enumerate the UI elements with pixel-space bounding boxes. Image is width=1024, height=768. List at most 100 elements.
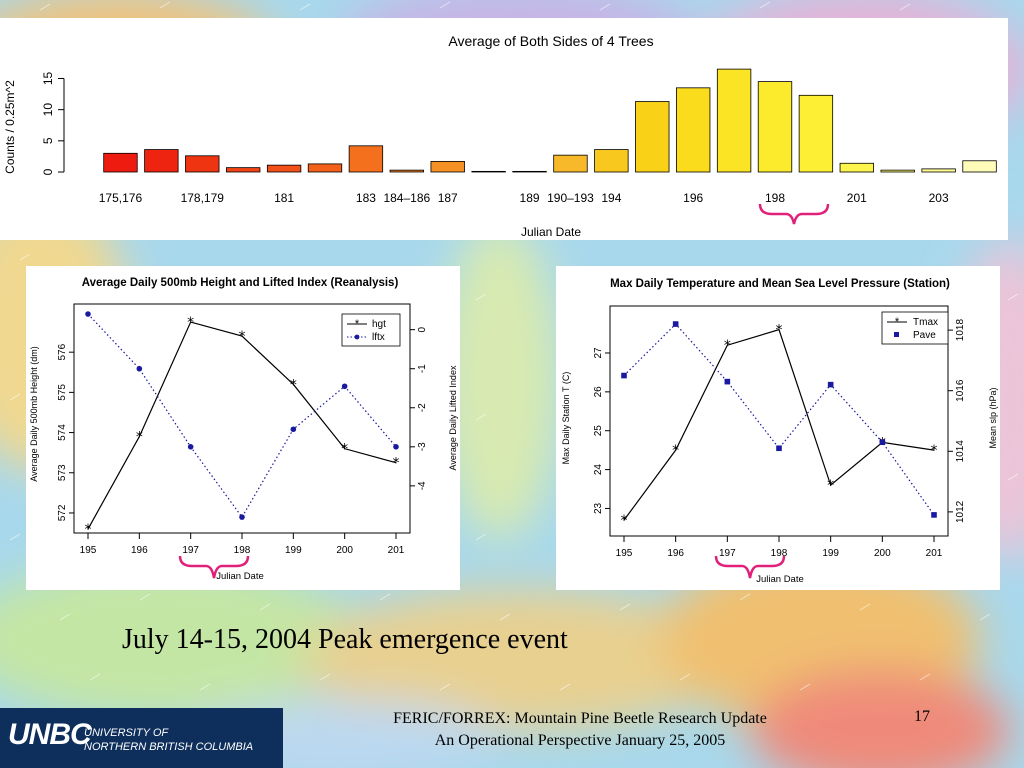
point-Tmax: * <box>672 443 679 459</box>
bar-189 <box>512 170 547 173</box>
point-Pave <box>621 372 627 379</box>
logo-line-1: UNIVERSITY OF <box>84 727 169 739</box>
point-Tmax: * <box>621 513 628 529</box>
point-Tmax: * <box>827 478 834 494</box>
footer-line-1: FERIC/FORREX: Mountain Pine Beetle Resea… <box>393 710 767 727</box>
y2-tick-label: 1012 <box>955 500 966 523</box>
y-axis-label: Average Daily 500mb Height (dm) <box>29 346 39 481</box>
y2-axis-label: Average Daily Lifted Index <box>448 365 458 470</box>
point-lftx <box>239 514 245 520</box>
bar-201 <box>839 162 874 173</box>
x-axis-label: Julian Date <box>216 571 264 582</box>
x-tick-label: 199 <box>285 545 302 556</box>
legend: * hgt lftx <box>341 313 401 347</box>
point-lftx <box>187 444 194 450</box>
legend-label-tmax: Tmax <box>913 317 938 328</box>
y2-tick-label: 1016 <box>955 379 966 402</box>
x-tick-label: 198 <box>765 191 785 205</box>
svg-text:*: * <box>355 318 360 330</box>
point-hgt: * <box>136 430 143 446</box>
y2-tick-label: 0 <box>417 326 428 332</box>
y2-axis-label: Mean slp (hPa) <box>988 387 998 448</box>
bar-181 <box>266 164 302 173</box>
highlight-bracket <box>714 555 786 579</box>
x-tick-label: 196 <box>667 548 684 559</box>
point-Pave <box>672 321 679 327</box>
bar-183 <box>348 145 384 173</box>
point-hgt: * <box>239 329 246 345</box>
series-line-Pave <box>623 323 935 516</box>
point-Pave <box>776 445 782 452</box>
bar-202 <box>880 169 915 173</box>
x-tick-label: 190–193 <box>547 191 594 205</box>
point-hgt: * <box>85 522 92 538</box>
bar-180 <box>226 167 261 173</box>
x-tick-label: 189 <box>520 191 540 205</box>
y2-tick-label: -3 <box>417 442 428 451</box>
temperature-pressure-chart-panel: Max Daily Temperature and Mean Sea Level… <box>556 266 1000 590</box>
logo-line-2: NORTHERN BRITISH COLUMBIA <box>84 741 254 753</box>
y2-tick-label: 1018 <box>955 319 966 342</box>
bar-182 <box>307 163 343 173</box>
x-tick-label: 199 <box>822 548 839 559</box>
x-tick-label: 201 <box>847 191 867 205</box>
y2-tick-label: -1 <box>417 364 428 373</box>
bar-184–186 <box>389 169 424 173</box>
point-hgt: * <box>290 377 297 393</box>
bar-204 <box>962 160 997 173</box>
y-axis-label: Counts / 0.25m^2 <box>3 80 17 174</box>
temperature-pressure-chart: Max Daily Temperature and Mean Sea Level… <box>561 278 998 585</box>
bar-190–193 <box>553 154 588 173</box>
page-number: 17 <box>914 708 930 725</box>
point-hgt: * <box>393 456 400 472</box>
x-tick-label: 198 <box>234 545 251 556</box>
y-tick-label: 24 <box>593 464 604 476</box>
highlight-bracket <box>178 555 250 579</box>
point-hgt: * <box>341 442 348 458</box>
slide-caption: July 14-15, 2004 Peak emergence event <box>122 624 568 655</box>
bar-196 <box>676 87 711 173</box>
chart-title: Average of Both Sides of 4 Trees <box>448 33 653 49</box>
bar-175,176 <box>103 152 138 173</box>
y-tick-label: 5 <box>41 137 55 144</box>
chart-title: Max Daily Temperature and Mean Sea Level… <box>610 278 950 290</box>
y2-tick-label: 1014 <box>955 440 966 463</box>
legend-label-pave: Pave <box>913 330 936 341</box>
series-line-Tmax <box>623 328 935 521</box>
bar-chart-panel: Average of Both Sides of 4 Trees Counts … <box>0 18 1008 240</box>
point-Pave <box>827 381 834 388</box>
point-Tmax: * <box>931 443 938 459</box>
y-tick-label: 572 <box>57 504 68 521</box>
x-tick-label: 175,176 <box>99 191 143 205</box>
series-line-hgt <box>87 321 397 530</box>
y-tick-label: 573 <box>57 464 68 481</box>
highlight-bracket <box>758 203 830 225</box>
point-lftx <box>341 383 348 390</box>
y-tick-label: 25 <box>593 425 604 437</box>
slide-footer: FERIC/FORREX: Mountain Pine Beetle Resea… <box>300 708 860 752</box>
y-tick-label: 575 <box>57 384 68 401</box>
legend-label-hgt: hgt <box>372 319 386 330</box>
x-tick-label: 197 <box>719 548 736 559</box>
footer-line-2: An Operational Perspective January 25, 2… <box>434 732 726 749</box>
y-tick-label: 10 <box>41 103 55 117</box>
y-tick-label: 0 <box>41 168 55 175</box>
legend: * Tmax Pave <box>881 311 949 345</box>
x-tick-label: 196 <box>131 545 148 556</box>
y2-tick-label: -4 <box>417 481 428 490</box>
bar-199 <box>798 94 834 173</box>
x-tick-label: 184–186 <box>383 191 430 205</box>
y-tick-label: 574 <box>57 424 68 441</box>
x-tick-label: 198 <box>771 548 788 559</box>
x-tick-label: 194 <box>601 191 621 205</box>
point-hgt: * <box>187 315 194 331</box>
y-tick-label: 15 <box>41 71 55 85</box>
height-lifted-index-chart-panel: Average Daily 500mb Height and Lifted In… <box>26 266 460 590</box>
x-tick-label: 201 <box>926 548 943 559</box>
x-tick-label: 200 <box>336 545 353 556</box>
point-lftx <box>136 365 143 372</box>
y-tick-label: 576 <box>57 343 68 360</box>
point-lftx <box>393 444 399 450</box>
y-tick-label: 27 <box>593 347 604 359</box>
y-tick-label: 26 <box>593 386 604 398</box>
